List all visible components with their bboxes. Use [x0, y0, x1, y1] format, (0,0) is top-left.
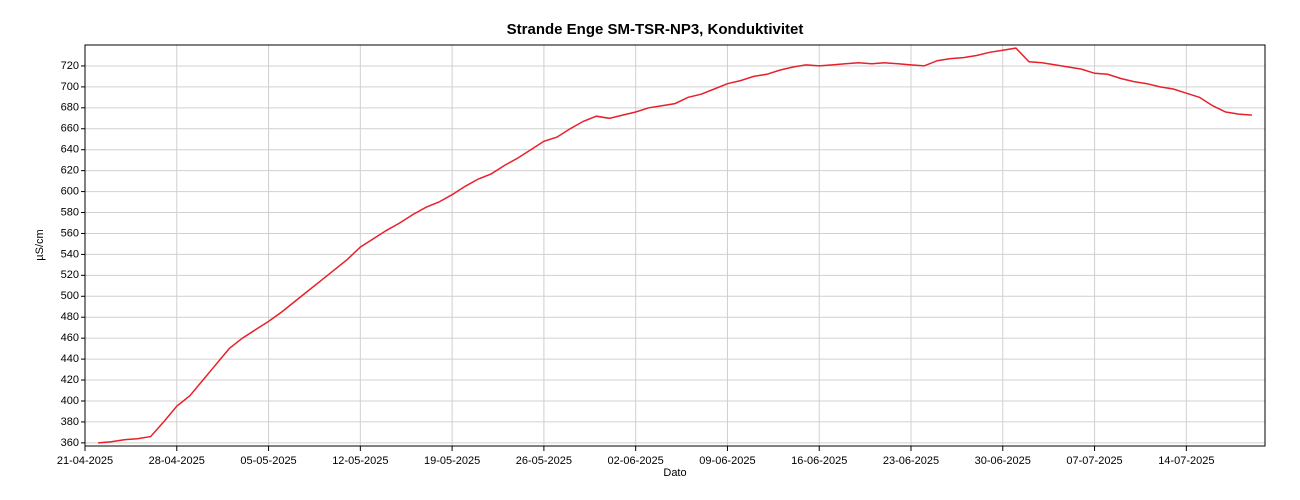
y-tick-label: 560 — [61, 227, 79, 239]
y-tick-label: 500 — [61, 290, 79, 302]
x-tick-label: 05-05-2025 — [240, 455, 296, 467]
x-tick-label: 07-07-2025 — [1066, 455, 1122, 467]
chart-title: Strande Enge SM-TSR-NP3, Konduktivitet — [507, 21, 804, 38]
y-tick-label: 640 — [61, 144, 79, 156]
y-tick-label: 660 — [61, 123, 79, 135]
x-tick-label: 14-07-2025 — [1158, 455, 1214, 467]
y-tick-label: 580 — [61, 206, 79, 218]
y-tick-label: 540 — [61, 248, 79, 260]
y-tick-label: 680 — [61, 102, 79, 114]
y-tick-label: 400 — [61, 395, 79, 407]
x-tick-label: 02-06-2025 — [608, 455, 664, 467]
y-tick-label: 700 — [61, 81, 79, 93]
y-tick-label: 480 — [61, 311, 79, 323]
x-tick-label: 30-06-2025 — [975, 455, 1031, 467]
x-tick-label: 19-05-2025 — [424, 455, 480, 467]
x-tick-label: 23-06-2025 — [883, 455, 939, 467]
plot-frame — [84, 44, 1266, 447]
x-tick-label: 21-04-2025 — [57, 455, 113, 467]
y-tick-label: 360 — [61, 437, 79, 449]
y-tick-label: 380 — [61, 416, 79, 428]
y-axis-label: µS/cm — [34, 229, 46, 260]
x-tick-label: 16-06-2025 — [791, 455, 847, 467]
x-tick-label: 09-06-2025 — [699, 455, 755, 467]
x-axis-label: Dato — [663, 467, 686, 479]
y-tick-label: 720 — [61, 60, 79, 72]
y-tick-label: 440 — [61, 353, 79, 365]
x-tick-label: 26-05-2025 — [516, 455, 572, 467]
y-tick-label: 520 — [61, 269, 79, 281]
x-tick-label: 28-04-2025 — [149, 455, 205, 467]
data-line — [98, 47, 1252, 444]
x-tick-label: 12-05-2025 — [332, 455, 388, 467]
y-tick-label: 620 — [61, 165, 79, 177]
y-tick-label: 460 — [61, 332, 79, 344]
y-tick-label: 420 — [61, 374, 79, 386]
y-tick-label: 600 — [61, 185, 79, 197]
